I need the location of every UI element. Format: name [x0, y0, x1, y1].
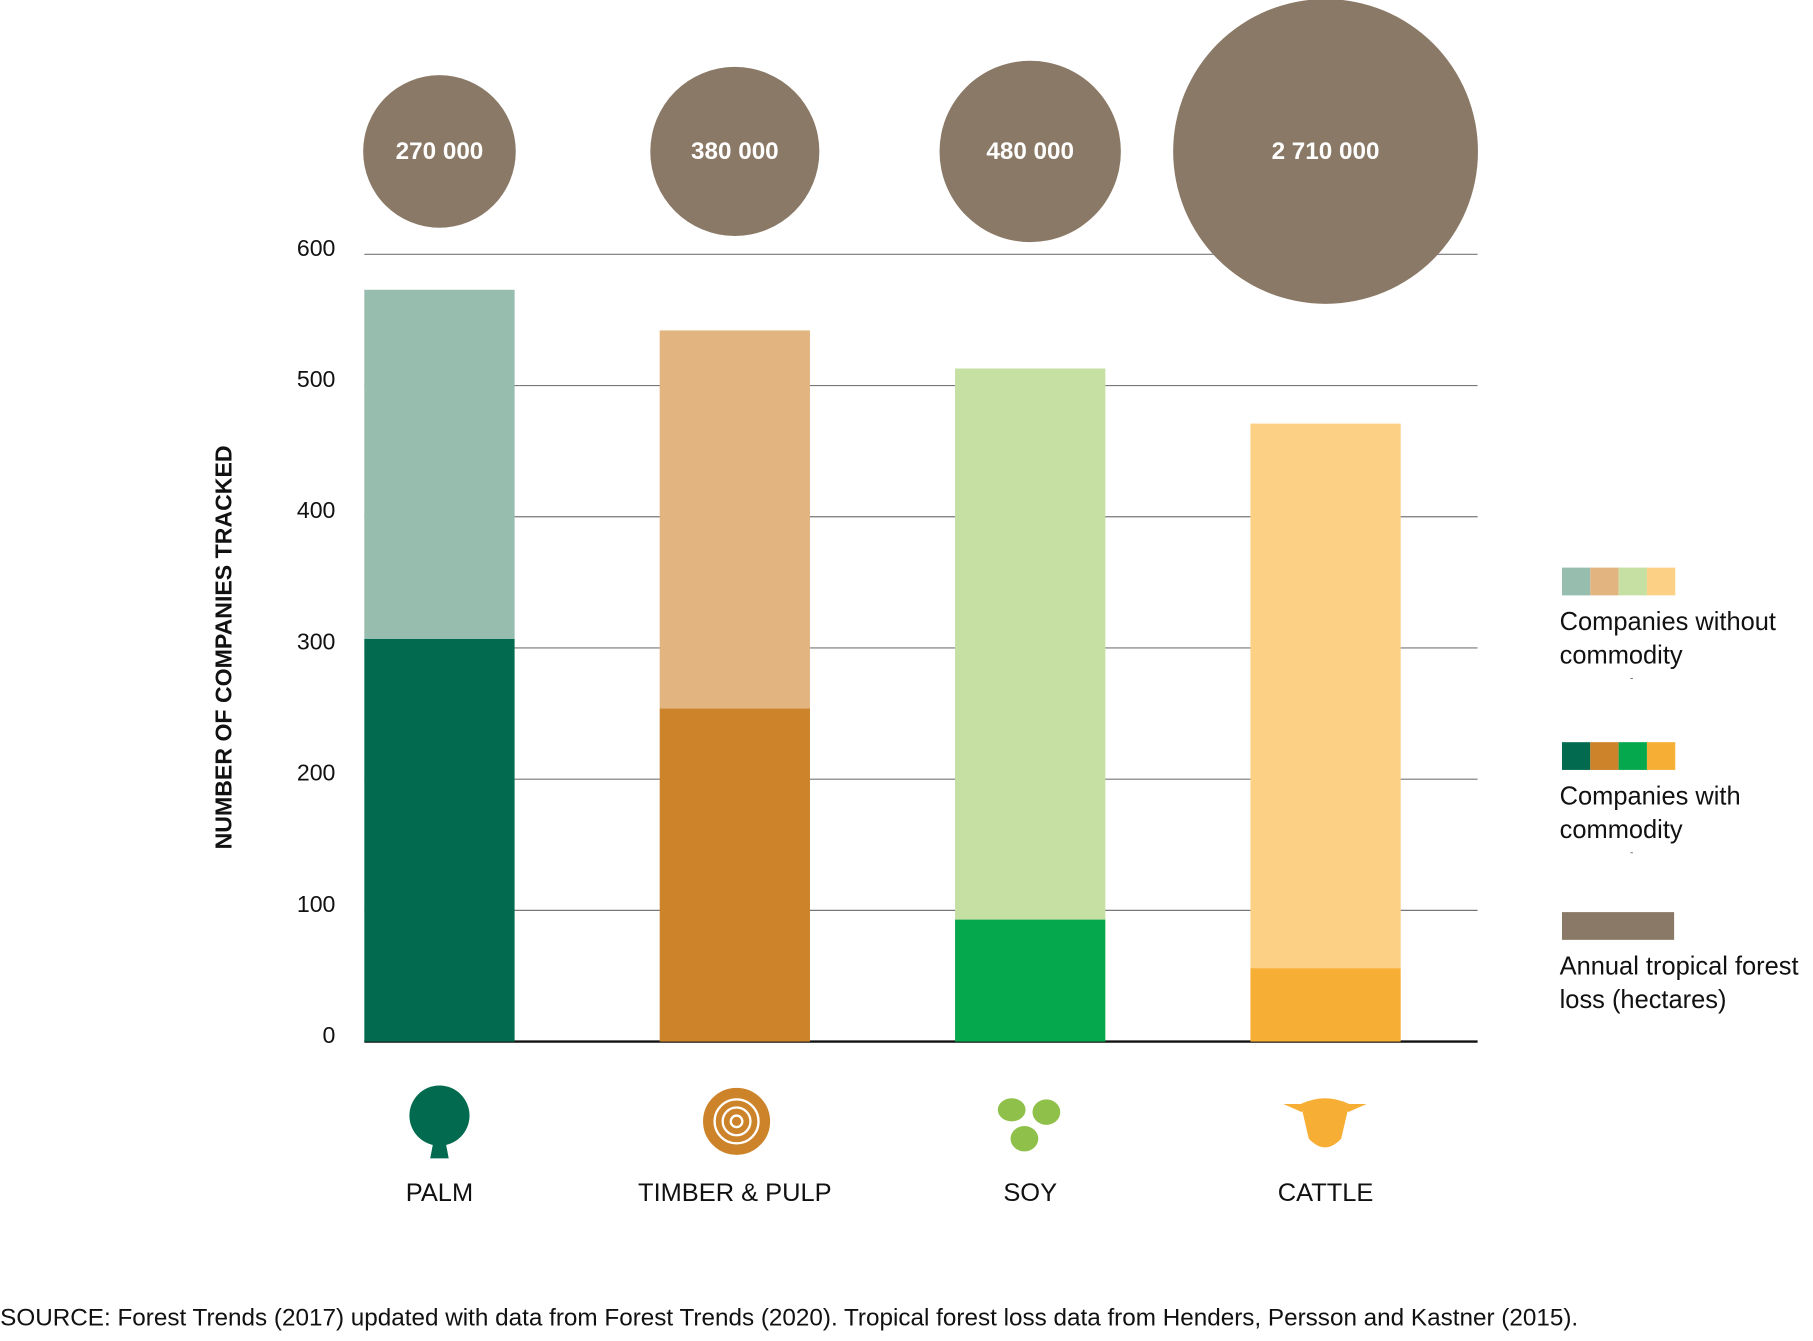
y-tick-label: 300 — [297, 628, 336, 654]
legend-text-box: Companies with commodity commitment — [1559, 781, 1741, 853]
y-tick-label: 100 — [297, 891, 336, 917]
cattle-icon — [1283, 1098, 1367, 1148]
legend-swatch — [1646, 567, 1676, 596]
legend-swatch — [1646, 742, 1676, 770]
x-tick-label: TIMBER & PULP — [638, 1179, 832, 1207]
x-tick-label: CATTLE — [1278, 1179, 1374, 1207]
legend-label: Companies with commodity commitment — [1559, 781, 1741, 853]
legend-swatch — [1590, 567, 1619, 596]
bubble-label: 2 710 000 — [1272, 138, 1380, 165]
palm-icon — [409, 1085, 470, 1159]
bar-segment — [364, 289, 515, 639]
bubble-label: 270 000 — [396, 138, 484, 165]
x-tick-label: SOY — [1003, 1179, 1057, 1207]
legend-text-box: Companies without commodity commitment — [1559, 606, 1776, 679]
bar-segment — [659, 330, 810, 709]
bar-segment — [955, 919, 1106, 1042]
timber-icon — [703, 1087, 771, 1155]
bubble — [650, 66, 820, 236]
y-tick-label: 400 — [297, 497, 336, 523]
x-tick-label: PALM — [406, 1179, 473, 1207]
legend-swatch — [1561, 912, 1675, 940]
bar-segment — [955, 368, 1106, 920]
bar-segment — [1250, 423, 1401, 969]
legend-swatch — [1618, 567, 1647, 596]
legend-label: Companies without commodity commitment — [1559, 606, 1776, 679]
bubble-label: 480 000 — [986, 138, 1074, 165]
y-tick-label: 500 — [297, 366, 336, 392]
bar-segment — [659, 708, 810, 1042]
source-note: SOURCE: Forest Trends (2017) updated wit… — [0, 1304, 1578, 1331]
legend-label: Annual tropical forest loss (hectares) — [1559, 951, 1799, 1014]
legend-swatch — [1590, 742, 1619, 770]
y-axis-label: NUMBER OF COMPANIES TRACKED — [211, 445, 237, 849]
legend-swatch — [1561, 567, 1591, 596]
bubble-label: 380 000 — [691, 138, 779, 165]
soy-icon — [997, 1098, 1061, 1152]
legend-text-box: Annual tropical forest loss (hectares) — [1559, 951, 1799, 1014]
y-tick-label: 600 — [297, 235, 336, 261]
y-tick-label: 200 — [297, 760, 336, 786]
bubble — [363, 75, 516, 228]
bubble — [939, 60, 1121, 243]
bar-segment — [364, 638, 515, 1042]
y-tick-label: 0 — [323, 1022, 336, 1048]
legend-swatch — [1561, 742, 1591, 770]
legend-swatch — [1618, 742, 1647, 770]
bar-segment — [1250, 968, 1401, 1042]
bubble — [1173, 0, 1478, 304]
